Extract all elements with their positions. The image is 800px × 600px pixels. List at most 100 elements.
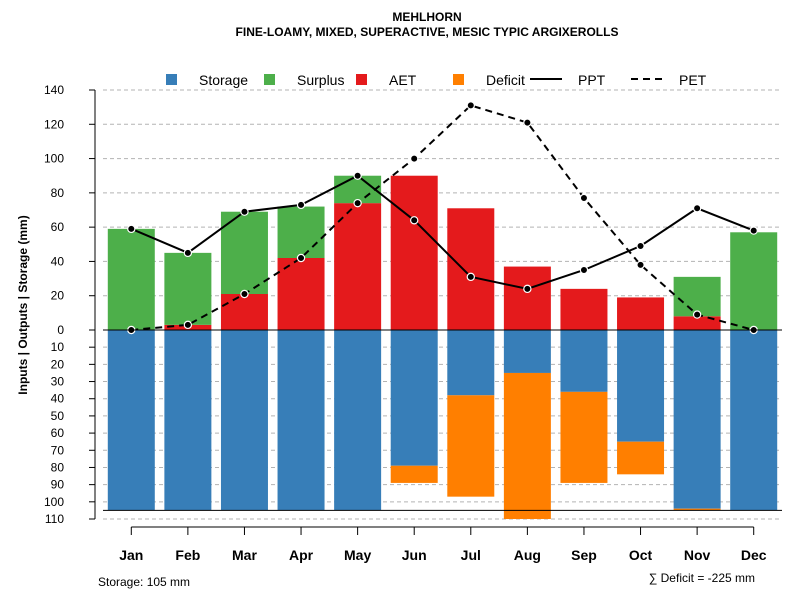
legend-swatch xyxy=(453,74,464,85)
y-tick-label: 100 xyxy=(44,152,64,166)
x-tick-label: Sep xyxy=(571,547,597,563)
y-tick-label: 20 xyxy=(51,357,65,371)
pet-point xyxy=(579,193,589,203)
deficit-bar xyxy=(390,465,438,483)
storage-bar xyxy=(390,330,438,466)
x-tick-label: Dec xyxy=(741,547,767,563)
ppt-point xyxy=(466,272,475,282)
surplus-bar xyxy=(673,276,721,317)
pet-point xyxy=(523,118,532,127)
surplus-bar xyxy=(277,206,325,258)
aet-bar xyxy=(617,297,665,330)
storage-bar xyxy=(673,330,721,509)
ppt-point xyxy=(127,224,136,234)
bars xyxy=(107,175,778,519)
storage-bar xyxy=(220,330,268,511)
aet-bar xyxy=(673,316,721,330)
storage-bar xyxy=(164,330,212,511)
y-tick-label: 40 xyxy=(51,392,65,406)
deficit-bar xyxy=(447,395,495,497)
deficit-bar xyxy=(673,508,721,511)
pet-point xyxy=(410,154,419,163)
legend-swatch xyxy=(356,74,367,85)
legend-label: AET xyxy=(389,72,417,88)
y-tick-label: 100 xyxy=(44,495,64,509)
y-tick-label: 120 xyxy=(44,117,64,131)
legend-swatch xyxy=(264,74,275,85)
x-tick-label: Aug xyxy=(514,547,541,563)
storage-bar xyxy=(277,330,325,511)
surplus-bar xyxy=(730,232,778,330)
storage-bar xyxy=(334,330,382,511)
x-tick-label: Jan xyxy=(119,547,143,563)
x-tick-label: Nov xyxy=(684,547,711,563)
y-tick-label: 110 xyxy=(45,512,64,526)
pet-point xyxy=(240,289,249,299)
aet-bar xyxy=(220,294,268,330)
x-tick-label: May xyxy=(344,547,371,563)
legend-label: PET xyxy=(679,72,707,88)
aet-bar xyxy=(447,208,495,330)
ppt-line xyxy=(130,174,755,290)
y-tick-label: 10 xyxy=(51,340,65,354)
aet-bar xyxy=(390,175,438,330)
y-tick-label: 20 xyxy=(51,289,65,303)
gridlines xyxy=(103,89,782,520)
ppt-point xyxy=(692,204,702,213)
legend-label: Deficit xyxy=(486,72,525,88)
surplus-bar xyxy=(164,252,212,325)
deficit-note: ∑ Deficit = -225 mm xyxy=(649,571,755,585)
pet-line xyxy=(131,104,754,331)
series-lines xyxy=(127,101,758,335)
x-tick-label: Feb xyxy=(175,547,200,563)
x-tick-label: Apr xyxy=(289,547,314,563)
deficit-bar xyxy=(560,391,608,483)
ppt-point xyxy=(636,241,645,251)
pet-point xyxy=(466,101,475,110)
surplus-bar xyxy=(220,211,268,294)
aet-bar xyxy=(334,203,382,330)
storage-bar xyxy=(560,330,608,392)
ppt-point xyxy=(183,248,193,258)
y-tick-label: 140 xyxy=(44,83,64,97)
deficit-bar xyxy=(503,372,551,519)
ppt-point xyxy=(579,265,589,275)
chart-subtitle: FINE-LOAMY, MIXED, SUPERACTIVE, MESIC TY… xyxy=(236,25,619,39)
x-tick-label: Mar xyxy=(232,547,257,563)
y-axis-label: Inputs | Outputs | Storage (mm) xyxy=(16,215,30,394)
ppt-point xyxy=(353,171,362,180)
deficit-bar xyxy=(617,441,665,475)
y-tick-label: 60 xyxy=(51,426,65,440)
ppt-point xyxy=(240,207,249,216)
y-tick-label: 0 xyxy=(57,323,64,337)
x-tick-label: Jun xyxy=(402,547,427,563)
storage-bar xyxy=(617,330,665,442)
pet-point xyxy=(296,253,306,263)
storage-note: Storage: 105 mm xyxy=(98,575,190,589)
surplus-bar xyxy=(107,228,155,330)
ppt-point xyxy=(523,284,532,294)
x-tick-label: Oct xyxy=(629,547,653,563)
axes: 0 20 40 60 80 100 120 140 10 20 30 40 50 60 70 80 90 100 1… xyxy=(44,83,782,563)
pet-point xyxy=(183,320,193,330)
y-tick-label: 80 xyxy=(51,186,65,200)
legend-label: PPT xyxy=(578,72,606,88)
y-tick-label: 30 xyxy=(51,375,65,389)
legend: Storage Surplus AET Deficit PPT PET xyxy=(166,72,707,88)
pet-point xyxy=(636,260,645,270)
y-tick-label: 90 xyxy=(51,478,65,492)
pet-point xyxy=(692,310,702,319)
x-tick-label: Jul xyxy=(461,547,481,563)
y-tick-label: 80 xyxy=(51,460,65,474)
aet-bar xyxy=(560,288,608,330)
legend-swatch xyxy=(166,74,177,85)
aet-bar xyxy=(503,266,551,330)
y-tick-label: 70 xyxy=(51,443,65,457)
ppt-point xyxy=(296,200,306,210)
storage-bar xyxy=(447,330,495,396)
storage-bar xyxy=(503,330,551,373)
ppt-point xyxy=(749,226,758,235)
chart-title: MEHLHORN xyxy=(392,10,461,24)
storage-bar xyxy=(730,330,778,511)
